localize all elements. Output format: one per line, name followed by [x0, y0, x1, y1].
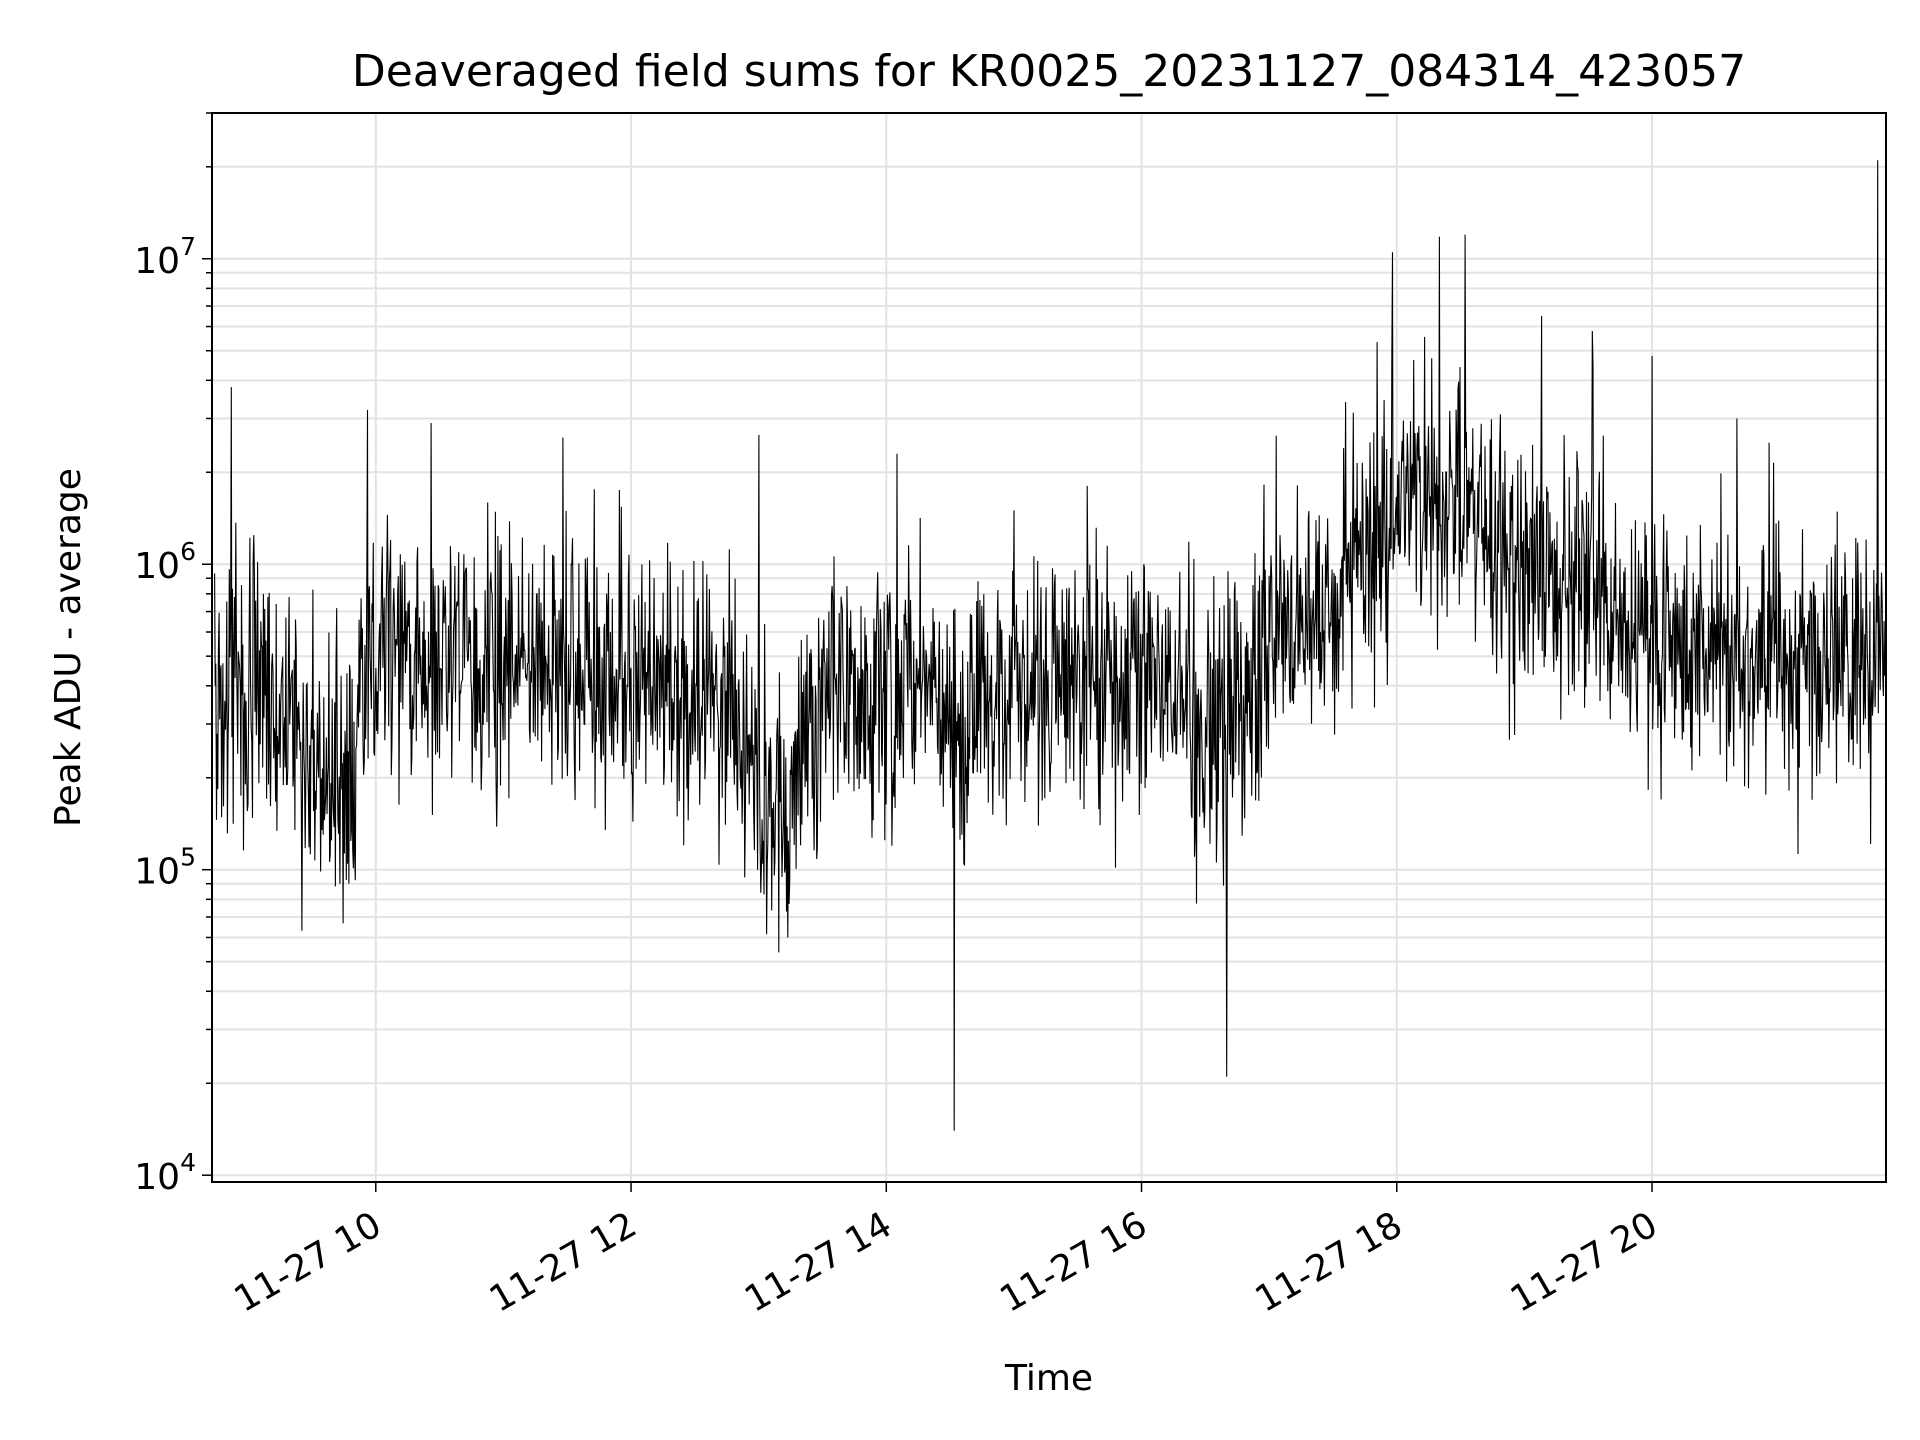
series-line — [214, 160, 1886, 1131]
y-tick-exponent: 7 — [180, 232, 196, 261]
y-tick-label: 104 — [134, 1148, 196, 1198]
plot-frame — [211, 112, 1887, 1183]
y-axis-label: Peak ADU - average — [48, 468, 89, 827]
y-tick-label: 105 — [134, 843, 196, 893]
y-tick-base: 10 — [134, 546, 180, 587]
x-axis-label: Time — [1004, 1358, 1093, 1399]
y-tick-exponent: 5 — [180, 843, 196, 872]
y-tick-base: 10 — [134, 1157, 180, 1198]
y-tick-label: 106 — [134, 537, 196, 587]
y-tick-base: 10 — [134, 852, 180, 893]
y-tick-base: 10 — [134, 241, 180, 282]
chart-title: Deaveraged field sums for KR0025_2023112… — [352, 46, 1746, 97]
grid — [212, 112, 1886, 1182]
y-tick-exponent: 4 — [180, 1148, 196, 1177]
series-layer — [214, 160, 1886, 1131]
y-tick-exponent: 6 — [180, 537, 196, 566]
y-tick-label: 107 — [134, 232, 196, 282]
